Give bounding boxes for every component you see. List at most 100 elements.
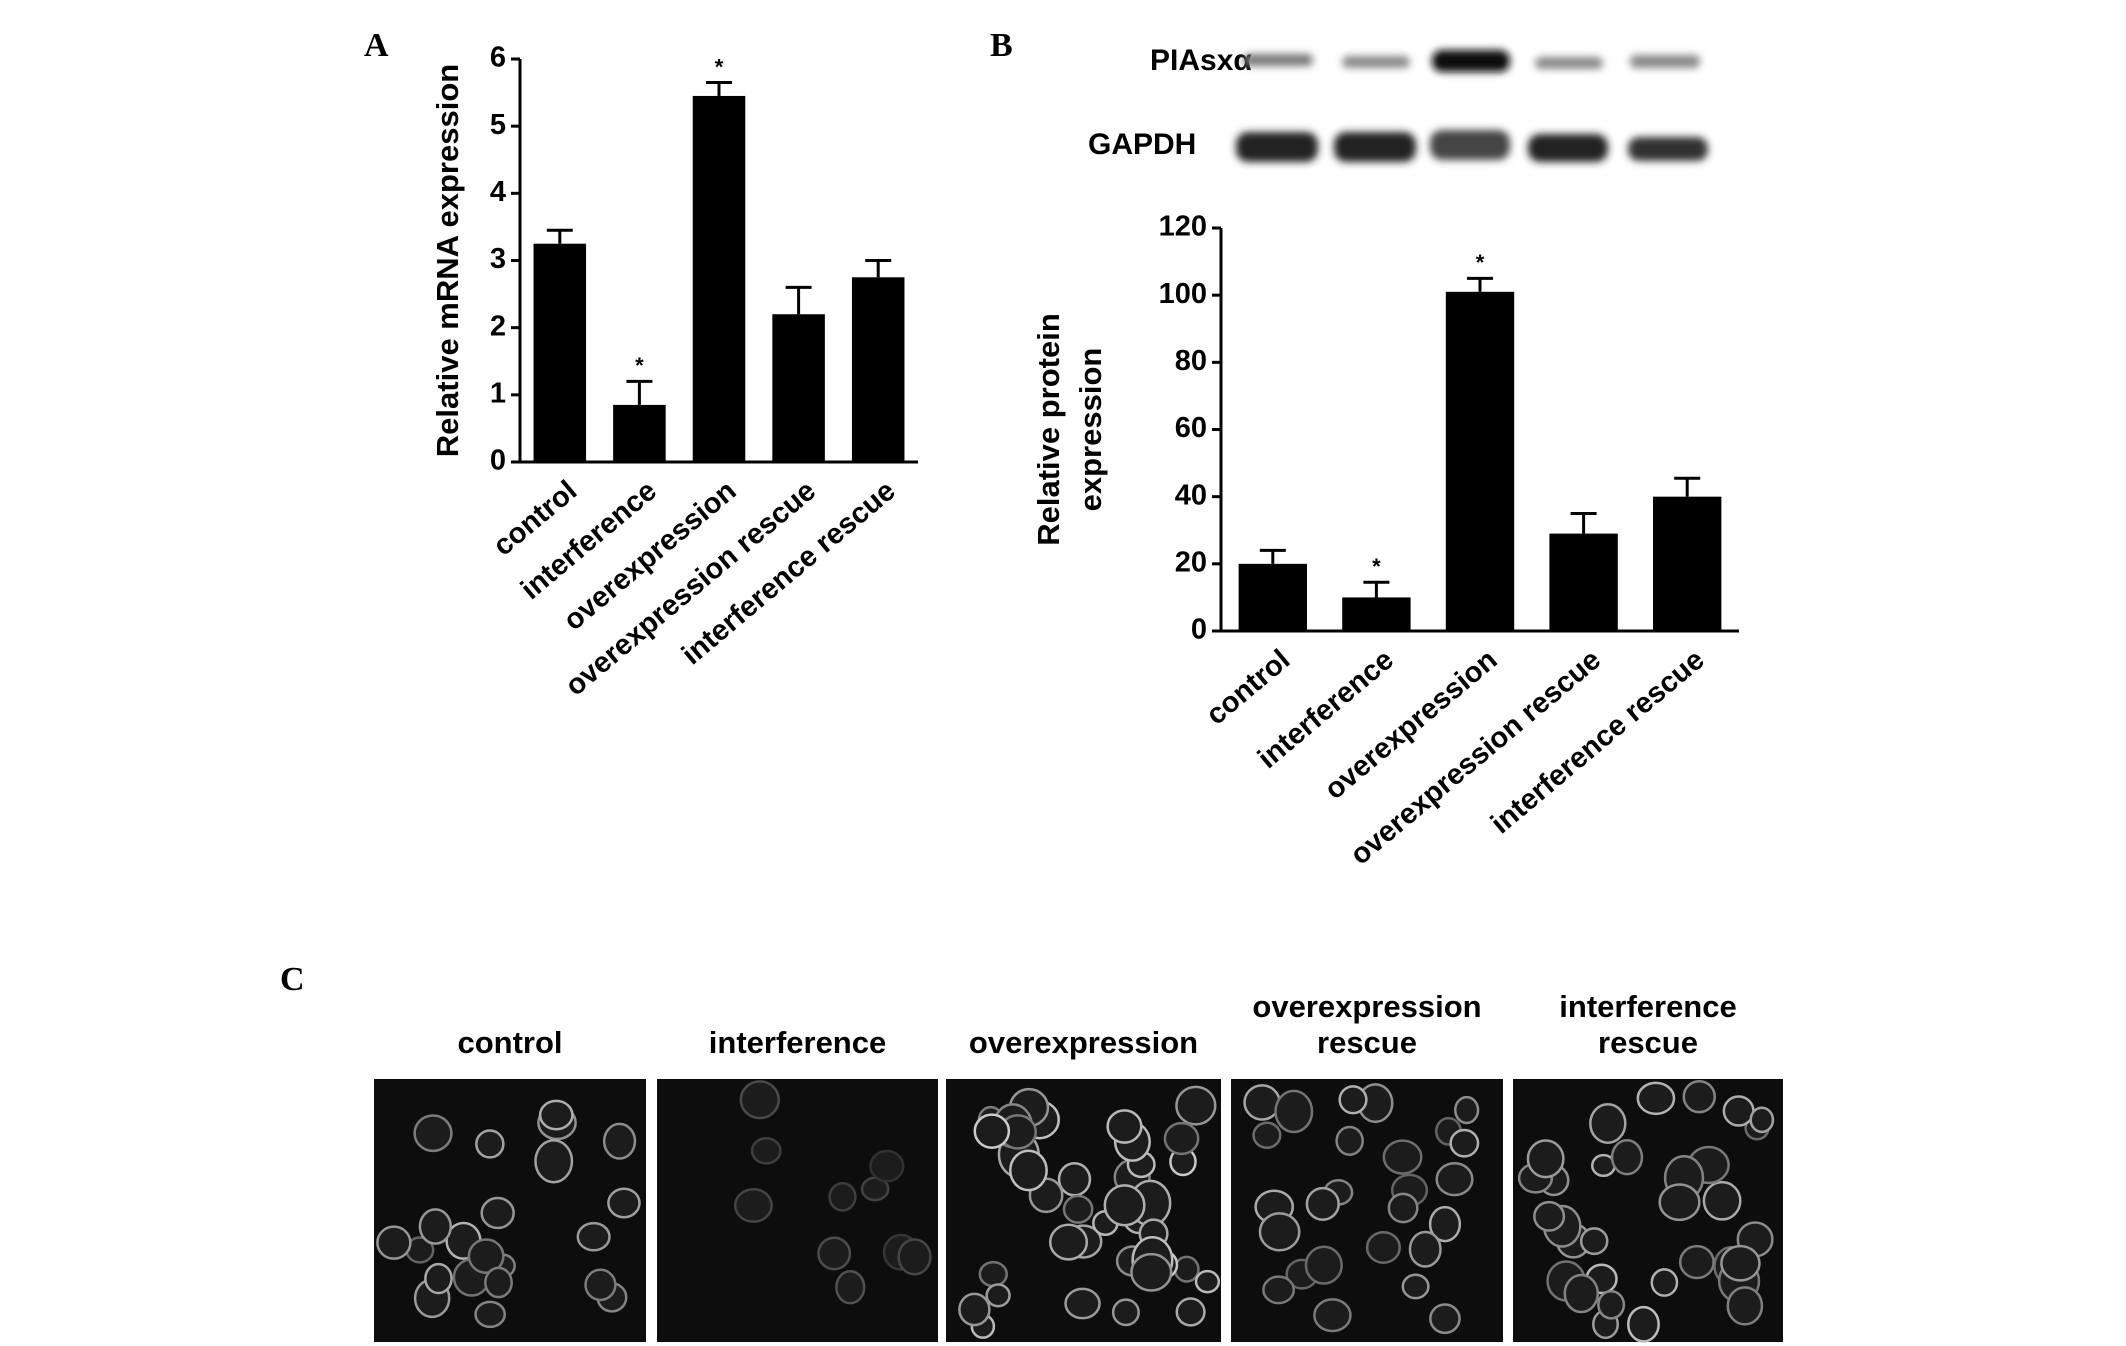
cell (1453, 1095, 1480, 1125)
cell (985, 1283, 1011, 1308)
bar (1445, 291, 1515, 631)
cell (1163, 1121, 1200, 1156)
y-tick-label: 40 (1175, 479, 1207, 511)
cell (1106, 1109, 1143, 1144)
cell (1175, 1297, 1206, 1327)
cell (1429, 1303, 1461, 1335)
cell (1627, 1305, 1660, 1343)
cell (828, 1181, 857, 1212)
bar (1549, 533, 1618, 631)
cell (1610, 1139, 1644, 1176)
bar (533, 243, 587, 462)
western-blot (1236, 50, 1708, 162)
cell (1243, 1084, 1281, 1121)
y-tick-label: 20 (1175, 546, 1207, 578)
image-title: overexpression (1252, 989, 1481, 1024)
cell (534, 1139, 574, 1184)
image-title: interference (1559, 989, 1736, 1024)
cell (1749, 1106, 1775, 1134)
cell (1720, 1244, 1761, 1282)
cell (1579, 1227, 1609, 1256)
cell (602, 1122, 637, 1160)
significance-marker: * (1372, 554, 1381, 579)
image-title: interference (709, 1025, 886, 1060)
cell (1304, 1245, 1343, 1285)
y-tick-label: 120 (1159, 211, 1207, 243)
cell (1597, 1289, 1626, 1320)
cell (1589, 1103, 1627, 1144)
bar (1342, 597, 1411, 631)
microscopy-images (374, 1079, 1783, 1343)
cell (1533, 1200, 1566, 1232)
cell (1702, 1180, 1742, 1221)
cell (1526, 1139, 1565, 1179)
cell (973, 1113, 1011, 1149)
cell (1435, 1162, 1474, 1197)
y-axis-label: Relative mRNA expression (430, 64, 465, 457)
cell (869, 1149, 905, 1183)
bar (1238, 563, 1307, 631)
significance-marker: * (635, 353, 644, 378)
bar (772, 314, 825, 462)
cell (739, 1080, 781, 1120)
cell (1678, 1244, 1715, 1280)
cell (1103, 1184, 1146, 1227)
cell (1262, 1275, 1296, 1305)
cell (1365, 1231, 1401, 1264)
y-tick-label: 60 (1175, 412, 1207, 444)
cell (475, 1129, 505, 1159)
y-tick-label: 0 (490, 445, 506, 477)
y-tick-label: 1 (490, 377, 506, 409)
cell (538, 1099, 574, 1131)
cell (1387, 1192, 1419, 1224)
y-tick-label: 6 (490, 42, 506, 74)
blot-label: PIAsxα (1150, 44, 1252, 77)
cell (467, 1238, 505, 1274)
y-tick-label: 100 (1159, 278, 1207, 310)
cell (1382, 1139, 1423, 1175)
cell (978, 1260, 1008, 1288)
cell (1658, 1183, 1701, 1222)
panel-label: B (990, 27, 1013, 64)
y-tick-label: 3 (490, 243, 506, 275)
cell (1313, 1298, 1352, 1333)
cell (1258, 1212, 1301, 1252)
y-tick-label: 4 (490, 176, 506, 208)
panel-label: A (364, 27, 389, 64)
cell (1401, 1273, 1430, 1300)
cell (1428, 1205, 1462, 1243)
cell (413, 1114, 453, 1153)
cell (376, 1225, 412, 1260)
cell (897, 1238, 932, 1276)
cell (424, 1262, 453, 1295)
cell (1335, 1125, 1364, 1156)
significance-marker: * (1476, 250, 1485, 275)
panel-label: C (280, 961, 305, 998)
y-tick-label: 0 (1191, 614, 1207, 646)
cell (607, 1187, 641, 1219)
cell (835, 1270, 866, 1305)
y-axis-label: expression (1073, 348, 1108, 512)
cell (480, 1196, 515, 1230)
cell (1009, 1149, 1048, 1192)
image-title: rescue (1598, 1025, 1698, 1060)
cell (1048, 1223, 1089, 1261)
cell (418, 1208, 453, 1245)
image-title: overexpression (969, 1025, 1198, 1060)
bar (613, 404, 666, 462)
blot-label: GAPDH (1088, 128, 1196, 161)
cell (958, 1292, 991, 1327)
cell (1111, 1298, 1140, 1327)
cell (817, 1236, 852, 1271)
cell (474, 1300, 506, 1329)
cell (1194, 1269, 1221, 1294)
y-tick-label: 80 (1175, 345, 1207, 377)
cell (1064, 1287, 1101, 1320)
cell (733, 1187, 773, 1223)
cell (1062, 1194, 1094, 1224)
cell (1650, 1268, 1679, 1297)
cell (1726, 1286, 1764, 1326)
x-tick-label: control (1200, 644, 1296, 732)
cell (1305, 1186, 1340, 1221)
